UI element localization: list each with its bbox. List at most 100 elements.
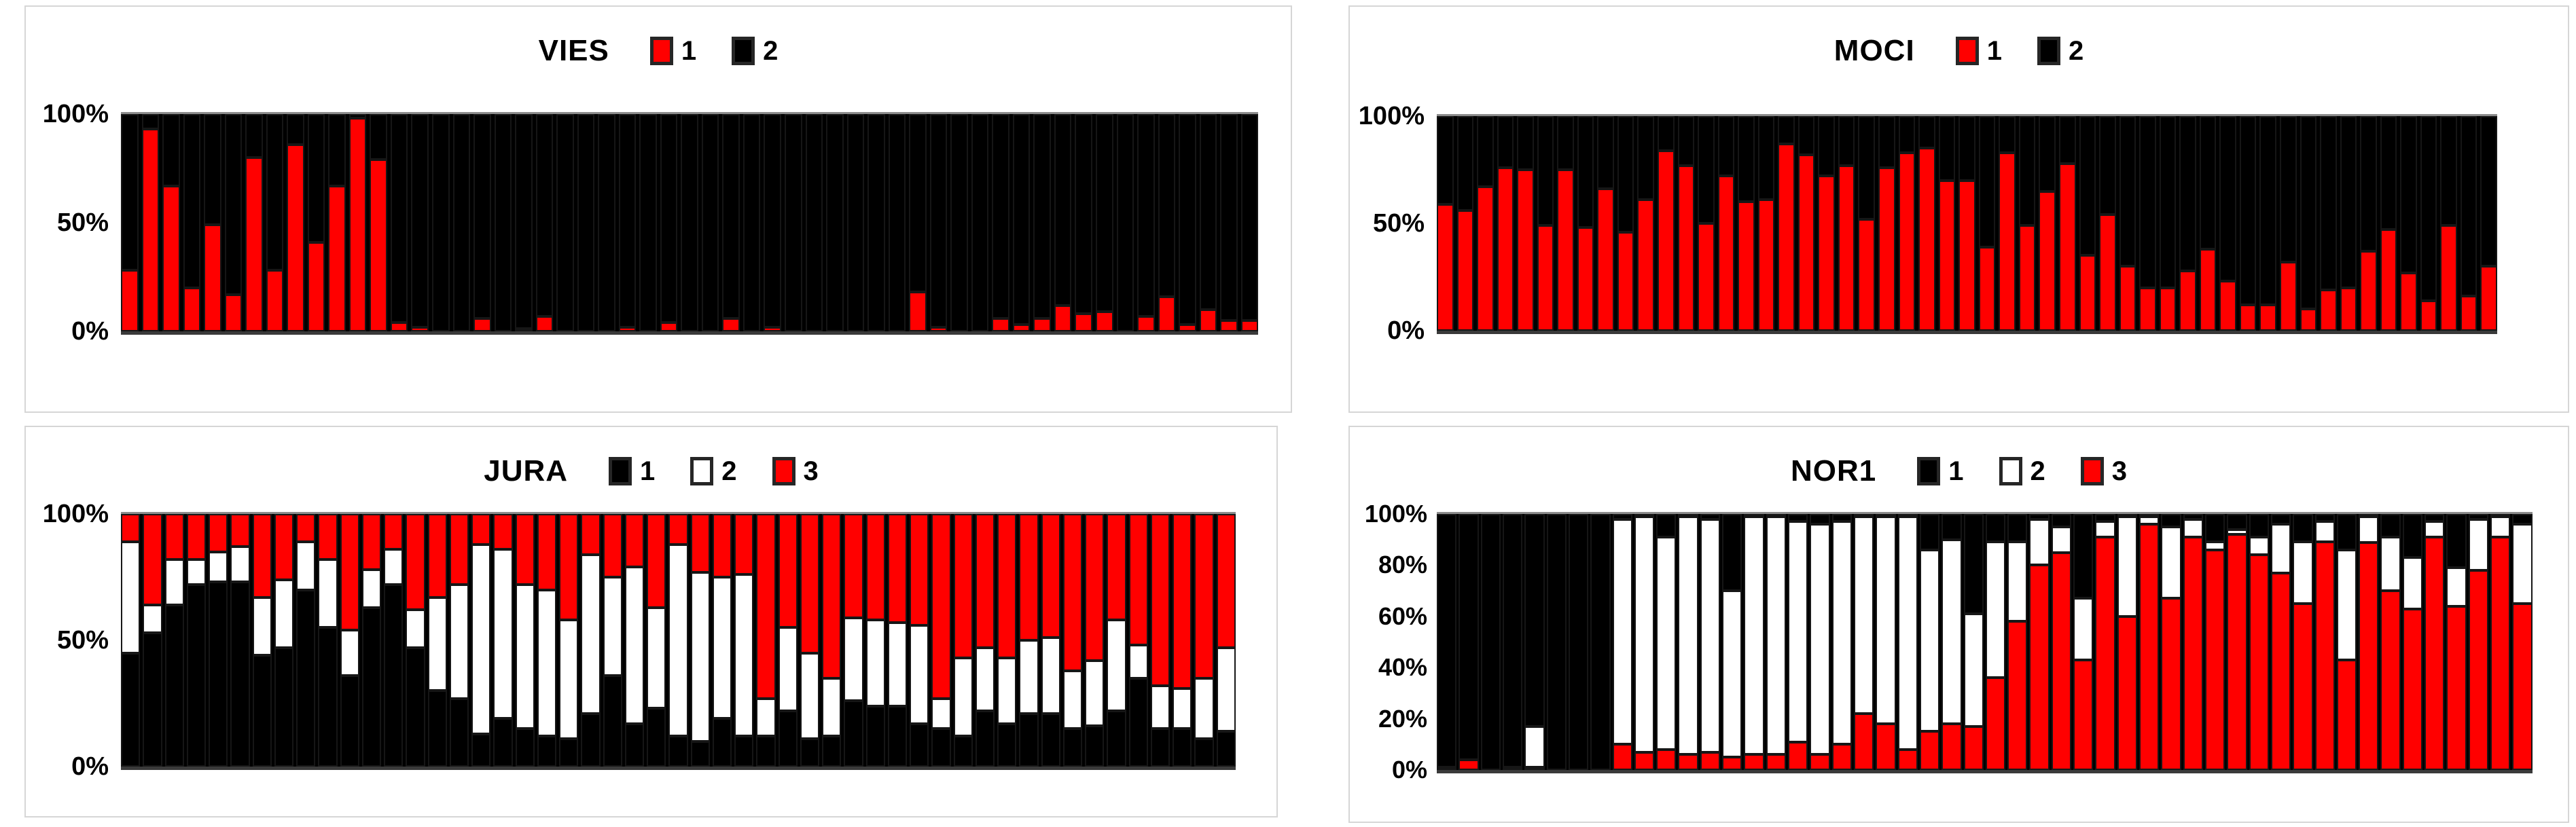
bar-segment-1 [1033,318,1051,331]
bar-segment-3 [384,514,404,550]
bar-segment-3 [1128,514,1148,646]
bar-segment-3 [361,514,381,570]
bar-segment-1 [121,653,141,767]
y-tick-label: 0% [1387,316,1425,345]
bar [1757,116,1775,331]
bar-segment-1 [318,627,338,767]
bar-segment-1 [1838,165,1855,331]
bar-segment-3 [2095,536,2115,770]
bar-segment-3 [2314,542,2335,770]
bar-segment-2 [1918,116,1935,149]
bar-segment-2 [494,114,512,331]
bar-segment-3 [559,514,579,621]
bar-segment-1 [1658,150,1675,331]
bar [2249,514,2269,770]
bar [618,114,637,331]
bar-segment-3 [2204,549,2225,770]
legend-item-1: 1 [1955,36,2002,67]
bar-segment-2 [2380,116,2397,230]
bar-segment-1 [1220,320,1238,331]
bar-segment-3 [427,514,447,598]
bar-segment-1 [1173,729,1192,767]
bar [639,114,657,331]
bar-segment-2 [2440,116,2457,226]
bar-segment-1 [1497,167,1514,331]
bar-segment-2 [1738,116,1755,202]
bar [1658,116,1675,331]
bar-segment-1 [2402,514,2423,558]
bar-segment-2 [975,648,995,712]
bar [252,514,272,767]
plot-area: 100% 80% 60% 40% 20% 0% [1365,502,2533,782]
bar-segment-1 [1477,187,1494,331]
bar [1942,514,1962,770]
bar [1437,116,1454,331]
bar-segment-1 [2359,514,2379,517]
bar [328,114,346,331]
bar [2139,116,2156,331]
bar-segment-1 [756,736,776,767]
bar-segment-2 [1019,640,1039,714]
bar-segment-1 [121,270,139,331]
bar [1698,116,1715,331]
bar-segment-2 [1938,116,1956,181]
bar-segment-2 [361,569,381,608]
bar-segment-1 [183,288,201,331]
bar [1838,116,1855,331]
bar [307,114,325,331]
bar-segment-1 [1738,202,1755,331]
bar-segment-2 [1085,660,1105,727]
bar-segment-2 [2227,529,2247,535]
bar-segment-3 [2490,537,2511,770]
bar-segment-1 [2380,514,2401,537]
y-tick-label: 100% [1358,102,1425,130]
bar-segment-2 [328,114,346,186]
bar-segment-3 [1107,514,1126,621]
bar [1963,514,1984,770]
bar [1085,514,1105,767]
bar [1677,116,1695,331]
bar-segment-2 [2320,116,2337,290]
bar [2119,116,2136,331]
bar-segment-3 [997,514,1017,659]
bar-segment-2 [2420,116,2437,301]
bar-segment-1 [2490,514,2511,517]
legend-swatch-icon [609,457,632,485]
bar-segment-2 [1717,116,1735,177]
bar-segment-2 [164,559,184,605]
bar-segment-1 [1150,729,1170,767]
bar [361,514,381,767]
bar [1590,514,1611,770]
bar-segment-1 [1517,170,1534,331]
bar-segment-3 [274,514,293,580]
bar [390,114,408,331]
bar [1617,116,1634,331]
bar [2380,514,2401,770]
bar-segment-1 [1919,514,1940,550]
bar-segment-3 [1656,749,1677,770]
bar-segment-2 [471,544,491,734]
bar [1766,514,1786,770]
bar-segment-1 [1853,514,1874,517]
chart-title: JURA [484,454,569,488]
bar [2279,116,2297,331]
bar [910,514,929,767]
bar-segment-2 [370,114,387,160]
bar-segment-1 [1612,514,1632,519]
bar [183,114,201,331]
bar-segment-3 [1853,714,1874,770]
plot-area: 100% 50% 0% [1359,103,2497,344]
bar-segment-1 [1637,200,1655,331]
bar-segment-3 [778,514,798,628]
legend-label: 3 [803,456,819,486]
bar-segment-2 [204,114,221,225]
bar-segment-3 [1744,754,1764,770]
bar [1778,116,1795,331]
bar-segment-1 [2420,300,2437,331]
bar-segment-2 [1158,114,1176,297]
bar-segment-2 [887,622,907,706]
bar [1797,116,1815,331]
bar-segment-2 [515,114,533,329]
bar-segment-1 [1128,678,1148,767]
